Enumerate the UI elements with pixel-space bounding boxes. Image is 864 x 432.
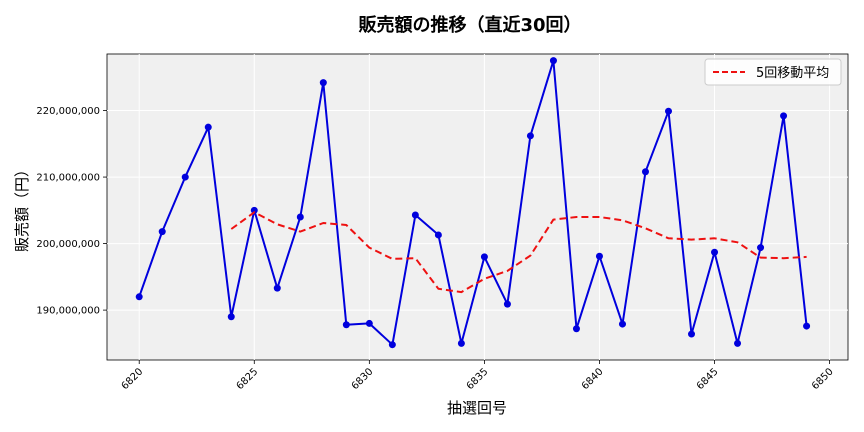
sales-point xyxy=(158,228,166,236)
sales-point xyxy=(734,339,742,347)
sales-point xyxy=(572,325,580,333)
grid-lines xyxy=(107,54,848,360)
sales-point xyxy=(319,79,327,87)
y-tick-label: 200,000,000 xyxy=(36,239,100,250)
x-tick-label: 6825 xyxy=(235,366,261,392)
moving-average-line xyxy=(230,211,807,294)
sales-point xyxy=(803,322,811,330)
x-tick-label: 6840 xyxy=(580,366,606,392)
sales-point xyxy=(434,231,442,239)
sales-point xyxy=(688,330,696,338)
legend-box xyxy=(704,58,842,86)
x-tick-label: 6835 xyxy=(465,366,491,392)
y-tick-label: 220,000,000 xyxy=(36,106,100,117)
sales-point xyxy=(665,107,673,115)
sales-point xyxy=(227,313,235,321)
x-tick-label: 6830 xyxy=(350,366,376,392)
sales-point xyxy=(549,57,557,65)
sales-point xyxy=(503,300,511,308)
x-tick-label: 6850 xyxy=(810,366,836,392)
sales-point xyxy=(296,213,304,221)
sales-point xyxy=(757,244,765,252)
sales-point xyxy=(618,320,626,328)
sales-point xyxy=(342,321,350,329)
sales-point xyxy=(641,168,649,176)
sales-point xyxy=(411,211,419,219)
chart-title: 販売額の推移（直近30回） xyxy=(358,14,581,36)
sales-point xyxy=(388,341,396,349)
sales-point xyxy=(135,293,143,301)
sales-line xyxy=(138,59,808,346)
sales-point xyxy=(526,132,534,140)
sales-point xyxy=(250,206,258,214)
x-axis-title: 抽選回号 xyxy=(447,399,507,417)
sales-point xyxy=(204,123,212,131)
y-axis-title: 販売額（円） xyxy=(13,162,31,252)
sales-point xyxy=(365,319,373,327)
y-tick-label: 190,000,000 xyxy=(36,306,100,317)
x-tick-label: 6845 xyxy=(695,366,721,392)
sales-point xyxy=(457,339,465,347)
sales-point xyxy=(780,112,788,120)
legend: 5回移動平均 xyxy=(704,58,842,86)
sales-point xyxy=(595,252,603,260)
x-tick-label: 6820 xyxy=(120,366,146,392)
series-layer xyxy=(135,57,811,349)
legend-label-moving-average: 5回移動平均 xyxy=(756,66,829,81)
sales-point xyxy=(273,284,281,292)
y-tick-label: 210,000,000 xyxy=(36,173,100,184)
sales-point xyxy=(181,173,189,181)
sales-point xyxy=(711,248,719,256)
sales-point xyxy=(480,253,488,261)
